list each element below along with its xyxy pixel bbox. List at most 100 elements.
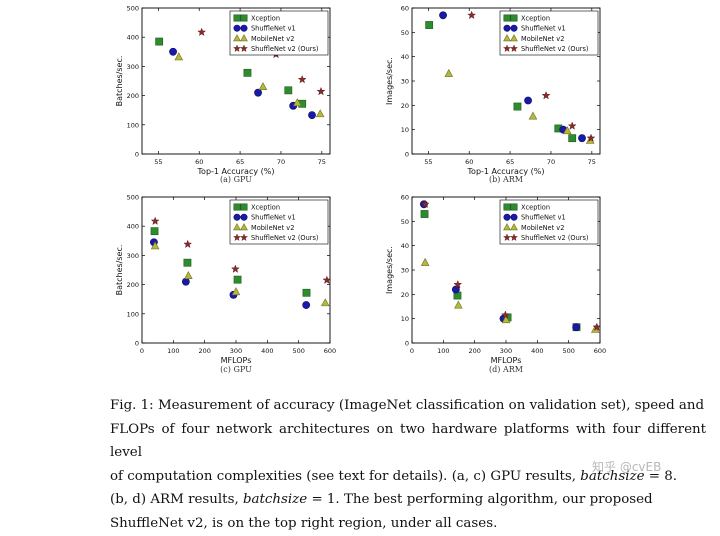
legend-label: ShuffleNet v2 (Ours): [251, 234, 319, 242]
data-point-triangle: [231, 287, 241, 296]
y-tick-label: 0: [135, 340, 139, 348]
y-tick-label: 50: [401, 29, 409, 37]
legend-marker-star: [502, 44, 512, 53]
y-tick-label: 60: [401, 5, 409, 13]
data-point-triangle: [528, 111, 538, 120]
x-axis-label: MFLOPs: [221, 356, 252, 365]
watermark: 知乎 @cvEB: [592, 460, 662, 474]
x-tick-label: 65: [506, 158, 514, 166]
y-tick-label: 0: [405, 340, 409, 348]
data-point-triangle: [258, 82, 268, 91]
data-point-triangle: [444, 68, 454, 77]
y-tick-label: 200: [127, 92, 139, 100]
y-tick-label: 40: [401, 242, 409, 250]
data-point-square: [233, 275, 242, 284]
data-point-triangle: [150, 241, 160, 250]
y-axis-label: Batches/sec.: [115, 56, 124, 107]
data-point-star: [420, 199, 430, 209]
y-tick-label: 100: [127, 121, 139, 129]
data-point-star: [567, 121, 577, 130]
x-tick-label: 600: [594, 347, 606, 355]
data-point-circle: [169, 47, 177, 56]
legend-marker-triangle: [503, 223, 511, 231]
x-tick-label: 600: [324, 347, 336, 355]
legend-marker-triangle: [510, 223, 518, 231]
data-point-square: [183, 258, 192, 267]
legend-marker-square: [510, 203, 518, 211]
data-point-star: [541, 90, 551, 100]
x-tick-label: 55: [154, 158, 162, 166]
legend-marker-star: [239, 44, 249, 53]
data-point-square: [513, 102, 522, 111]
data-point-square: [425, 21, 434, 29]
data-point-square: [568, 134, 577, 143]
data-point-star: [586, 133, 596, 142]
legend: Xception ShuffleNet v1 MobileNet v2 Shuffle…: [499, 199, 599, 245]
legend-marker-square: [503, 203, 511, 211]
data-point-square: [284, 86, 293, 95]
legend-marker-star: [239, 233, 249, 242]
caption-line-5: ShuffleNet v2, is on the top right regio…: [110, 515, 498, 531]
caption-line-4: (b, d) ARM results,: [110, 492, 239, 508]
data-point-circle: [572, 323, 581, 332]
data-point-star: [500, 310, 510, 319]
panel-caption: (a) GPU: [220, 175, 252, 184]
legend-marker-triangle: [240, 223, 248, 231]
x-tick-label: 100: [437, 347, 449, 355]
panel-caption: (c) GPU: [220, 365, 252, 374]
legend-marker-circle: [233, 24, 241, 32]
data-point-circle: [524, 96, 532, 105]
x-axis-label: Top-1 Accuracy (%): [197, 167, 275, 176]
chart-panel-4: 0 100 200 300 400 500 600 0 10 20 30 40 50 60 MFLOPs Im…: [385, 194, 606, 375]
legend-marker-square: [503, 14, 511, 22]
data-point-circle: [181, 277, 190, 286]
x-tick-label: 70: [277, 158, 285, 166]
x-tick-label: 70: [547, 158, 555, 166]
y-tick-label: 50: [401, 218, 409, 226]
data-point-star: [453, 279, 463, 289]
x-tick-label: 0: [140, 347, 144, 355]
x-tick-label: 0: [410, 347, 414, 355]
legend-marker-circle: [510, 213, 518, 221]
chart-panel-3: 0 100 200 300 400 500 600 0 100 200 300 400 500 MFLOP…: [115, 194, 336, 375]
legend-marker-square: [510, 14, 518, 22]
x-tick-label: 60: [195, 158, 203, 166]
data-point-star: [316, 86, 326, 96]
legend: Xception ShuffleNet v1 MobileNet v2 Shuffle…: [229, 10, 329, 56]
y-tick-label: 20: [401, 291, 409, 299]
y-axis-label: Images/sec.: [385, 57, 394, 105]
x-tick-label: 65: [236, 158, 244, 166]
legend-marker-circle: [503, 24, 511, 32]
data-point-square: [155, 37, 164, 46]
legend-marker-triangle: [233, 34, 241, 42]
legend-marker-circle: [233, 213, 241, 221]
legend-marker-star: [509, 44, 519, 53]
legend-marker-star: [502, 233, 512, 242]
legend-marker-star: [509, 233, 519, 242]
plot-frame: [141, 7, 331, 155]
data-point-triangle: [293, 98, 302, 107]
y-tick-label: 200: [127, 281, 139, 289]
legend-marker-triangle: [233, 223, 241, 231]
y-tick-label: 30: [401, 78, 409, 86]
y-tick-label: 100: [127, 310, 139, 318]
data-point-triangle: [174, 52, 184, 61]
legend-marker-circle: [510, 24, 518, 32]
legend-label: MobileNet v2: [251, 35, 294, 43]
y-tick-label: 500: [127, 194, 139, 202]
data-point-star: [322, 275, 332, 285]
legend-label: ShuffleNet v1: [251, 25, 296, 33]
legend-marker-square: [233, 203, 241, 211]
caption-line-1: Fig. 1: Measurement of accuracy (ImageNe…: [110, 398, 705, 413]
x-tick-label: 60: [465, 158, 473, 166]
y-tick-label: 500: [127, 5, 139, 13]
y-tick-label: 0: [135, 151, 139, 159]
data-point-circle: [439, 11, 447, 20]
caption-batchsize-var-2: batchsize: [242, 492, 308, 508]
data-point-star: [230, 264, 240, 273]
y-tick-label: 400: [127, 223, 139, 231]
legend-marker-star: [232, 233, 242, 242]
legend-marker-triangle: [510, 34, 518, 42]
legend-marker-square: [240, 203, 248, 211]
caption-batchsize-var-1: batchsize: [580, 468, 645, 484]
